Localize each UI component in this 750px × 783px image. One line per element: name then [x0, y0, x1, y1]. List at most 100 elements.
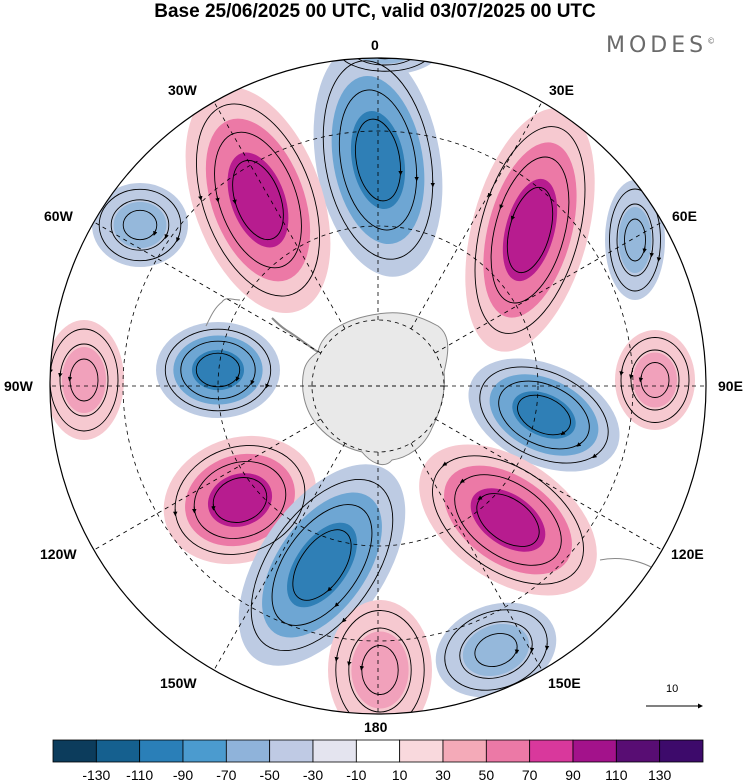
streamline	[474, 632, 518, 668]
streamline	[110, 199, 170, 251]
streamline	[517, 394, 571, 436]
meridian-line	[410, 100, 544, 330]
colorbar-tick-label: 70	[521, 767, 538, 783]
colorbar-tick-label: -10	[346, 767, 367, 783]
streamline-arrow	[327, 586, 333, 592]
colorbar-bin	[225, 739, 271, 763]
streamline	[506, 186, 554, 274]
streamline-arrow	[58, 370, 63, 378]
positive-anomaly-2	[502, 178, 558, 282]
streamline-arrow	[232, 197, 237, 205]
streamline-arrow	[211, 503, 216, 511]
negative-anomaly-4	[191, 349, 245, 391]
colorbar-bin	[615, 739, 661, 763]
lon-label-30w: 30W	[168, 82, 197, 98]
streamline-arrow	[629, 372, 634, 380]
lon-label-150w: 150W	[160, 675, 197, 691]
streamline-arrow	[499, 202, 504, 210]
colorbar-tick-label: -110	[126, 767, 154, 783]
positive-anomaly-6	[207, 473, 273, 527]
streamline-arrow	[250, 378, 255, 385]
streamline-arrow	[414, 174, 419, 182]
streamline-arrow	[477, 495, 484, 500]
colorbar-tick-label: 90	[565, 767, 581, 783]
colorbar-tick-label: 50	[478, 767, 495, 783]
streamline-arrow	[425, 58, 431, 62]
negative-anomaly-13	[618, 207, 652, 273]
lon-label-180: 180	[364, 719, 388, 735]
streamline	[432, 455, 584, 585]
streamline-arrow	[399, 58, 404, 59]
streamline	[355, 118, 401, 202]
streamline-arrow	[176, 235, 181, 243]
lon-label-60w: 60W	[44, 208, 73, 224]
streamline-arrow	[153, 229, 158, 236]
colorbar-tick-label: 30	[435, 767, 451, 783]
colorbar-tick-label: -30	[302, 767, 324, 783]
streamline-arrow	[638, 375, 644, 383]
meridian-line	[212, 100, 346, 330]
streamline	[322, 60, 434, 260]
streamline-arrow	[642, 246, 647, 254]
streamline-arrow	[359, 663, 365, 671]
colorbar-tick-label: -90	[172, 767, 194, 783]
lon-label-120e: 120E	[671, 546, 704, 562]
streamline-arrow	[619, 369, 624, 376]
streamline-arrow	[192, 506, 197, 514]
positive-anomaly-9	[351, 631, 409, 709]
streamline-arrow	[649, 250, 655, 258]
meridian-line	[212, 442, 346, 672]
streamline-arrow	[334, 654, 340, 662]
streamline	[164, 328, 272, 412]
meridian-line	[434, 418, 664, 552]
streamline-arrow	[544, 643, 550, 651]
streamline-arrow	[514, 647, 520, 655]
lon-label-60e: 60E	[672, 208, 697, 224]
colorbar-bin	[312, 739, 357, 763]
streamline-arrow	[488, 191, 493, 198]
streamline	[490, 156, 570, 304]
streamline-arrow	[529, 645, 535, 653]
streamline	[271, 504, 373, 626]
streamline	[474, 126, 586, 334]
colorbar-tick-label: 10	[391, 767, 408, 783]
antarctica-landmass	[302, 312, 449, 465]
lon-label-30e: 30E	[549, 82, 574, 98]
colorbar-bin	[355, 739, 401, 763]
positive-anomaly-7	[470, 488, 546, 552]
streamline	[609, 188, 661, 292]
negative-anomaly-3	[113, 201, 167, 249]
negative-anomaly-5	[512, 391, 576, 439]
streamline	[365, 58, 405, 60]
lon-label-150e: 150E	[548, 675, 581, 691]
colorbar-bin	[399, 739, 444, 763]
streamline-arrow	[656, 255, 662, 262]
streamline	[214, 131, 302, 269]
streamline-arrow	[412, 58, 418, 61]
modes-logo: MODES©	[606, 33, 716, 58]
streamline	[193, 461, 287, 539]
streamline	[624, 218, 646, 262]
streamline-arrow	[341, 617, 347, 623]
streamline	[337, 58, 433, 72]
south-america-coast	[205, 298, 241, 327]
negative-anomaly-14	[330, 58, 440, 75]
map-title: Base 25/06/2025 00 UTC, valid 03/07/2025…	[154, 1, 596, 22]
meridian-line	[410, 442, 544, 672]
antarctic-peninsula	[271, 317, 319, 353]
streamline-arrow	[560, 430, 567, 436]
streamline	[232, 159, 284, 241]
colorbar-tick-label: -70	[216, 767, 237, 783]
colorbar-bin	[139, 739, 184, 763]
streamline-arrow	[215, 195, 220, 203]
streamline-arrow	[576, 442, 583, 447]
colorbar-tick-label: -130	[82, 767, 111, 783]
streamline	[620, 337, 690, 423]
streamline	[476, 493, 540, 547]
lon-label-0: 0	[371, 37, 379, 53]
colorbar-tick-label: 130	[647, 767, 672, 783]
streamline	[122, 209, 158, 241]
streamline	[479, 366, 609, 464]
streamline	[630, 349, 680, 411]
